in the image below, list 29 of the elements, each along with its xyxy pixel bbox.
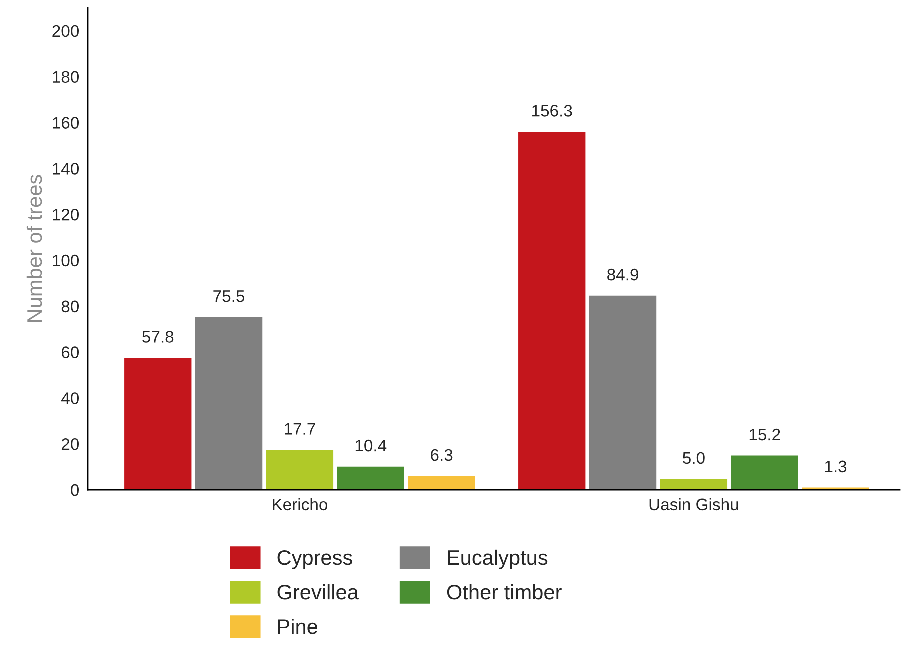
text: 57.8	[142, 331, 174, 343]
text: 17.7	[285, 423, 316, 435]
text: 156.3	[532, 105, 572, 117]
text: 15.2	[750, 428, 780, 441]
legend-label: Pine	[278, 618, 318, 634]
y-tick-label: 80	[62, 300, 80, 313]
y-tick-label: 60	[62, 346, 80, 358]
text: 84.9	[608, 268, 638, 281]
x-tick-label: Uasin Gishu	[650, 498, 738, 511]
text: 75.5	[214, 290, 245, 302]
x-tick-label: Kericho	[273, 498, 328, 511]
text: 1.3	[825, 460, 847, 473]
text: 10.4	[356, 440, 387, 452]
y-tick-label: 20	[62, 438, 80, 450]
legend-label: Cypress	[278, 550, 352, 570]
text: 5.0	[683, 452, 705, 464]
y-tick-label: 120	[53, 208, 80, 221]
y-tick-label: 160	[53, 117, 80, 129]
y-tick-label: 40	[62, 392, 80, 404]
text: 6.3	[431, 449, 453, 462]
y-tick-label: 140	[53, 163, 80, 175]
y-tick-label: 180	[53, 71, 80, 84]
y-tick-label: 200	[52, 25, 80, 38]
y-axis-title: Number of trees	[26, 175, 42, 322]
legend-label: Eucalyptus	[448, 550, 548, 570]
legend-label: Grevillea	[278, 584, 359, 600]
y-tick-label: 100	[53, 254, 80, 267]
legend-label: Other timber	[447, 584, 562, 600]
y-tick-label: 0	[71, 484, 80, 496]
